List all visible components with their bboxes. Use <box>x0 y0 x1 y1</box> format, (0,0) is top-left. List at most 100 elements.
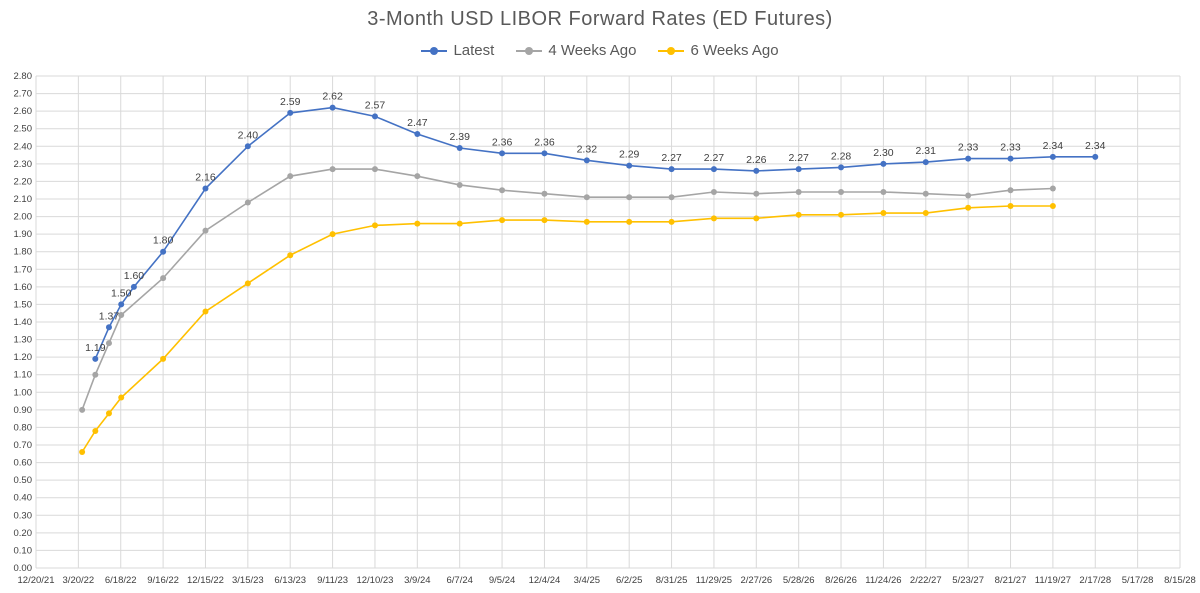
data-point <box>244 280 251 287</box>
data-point <box>1092 153 1099 160</box>
data-label: 2.28 <box>831 150 852 162</box>
data-point <box>541 217 548 224</box>
y-tick-label: 0.10 <box>14 545 33 556</box>
data-point <box>287 109 294 116</box>
x-tick-label: 6/2/25 <box>616 575 642 586</box>
series-line-4-weeks-ago <box>81 168 1053 411</box>
x-tick-label: 8/21/27 <box>995 575 1027 586</box>
series-line-6-weeks-ago <box>81 205 1053 453</box>
data-point <box>922 159 929 166</box>
data-label: 2.57 <box>365 99 386 111</box>
x-tick-label: 9/16/22 <box>147 575 179 586</box>
legend-swatch-4-weeks-ago <box>516 46 543 56</box>
data-label: 2.33 <box>958 142 979 154</box>
y-tick-label: 1.20 <box>14 352 33 363</box>
data-point <box>244 143 251 150</box>
data-point <box>880 210 887 217</box>
y-tick-label: 0.50 <box>14 475 33 486</box>
x-tick-label: 12/15/22 <box>187 575 224 586</box>
data-point <box>965 155 972 162</box>
data-label: 2.34 <box>1085 140 1106 152</box>
data-label: 2.59 <box>280 96 301 108</box>
data-point <box>668 166 675 173</box>
data-label: 2.36 <box>534 136 555 148</box>
y-tick-label: 2.10 <box>14 194 33 205</box>
data-label: 2.16 <box>195 171 216 183</box>
data-point <box>583 218 590 225</box>
data-point <box>1049 185 1056 192</box>
x-tick-label: 12/20/21 <box>18 575 55 586</box>
data-label: 2.33 <box>1000 142 1021 154</box>
data-point <box>160 275 167 282</box>
y-tick-label: 1.70 <box>14 264 33 275</box>
data-label: 2.26 <box>746 154 767 166</box>
data-point <box>371 222 378 229</box>
data-label: 2.27 <box>661 152 682 164</box>
data-point <box>710 166 717 173</box>
x-tick-label: 8/26/26 <box>825 575 857 586</box>
data-point <box>795 188 802 195</box>
data-point <box>1007 155 1014 162</box>
legend-item-4-weeks-ago: 4 Weeks Ago <box>516 42 636 59</box>
data-label: 1.37 <box>99 310 120 322</box>
x-tick-label: 2/27/26 <box>740 575 772 586</box>
data-point <box>456 181 463 188</box>
data-label: 2.40 <box>238 129 259 141</box>
data-label: 2.30 <box>873 147 894 159</box>
data-point <box>105 324 112 331</box>
data-point <box>92 427 99 434</box>
data-label: 2.29 <box>619 149 640 161</box>
data-label: 2.39 <box>449 131 470 143</box>
data-point <box>287 173 294 180</box>
data-point <box>414 220 421 227</box>
data-point <box>79 406 86 413</box>
data-point <box>838 188 845 195</box>
x-tick-label: 8/15/28 <box>1164 575 1196 586</box>
data-label: 2.62 <box>322 91 343 103</box>
data-point <box>668 218 675 225</box>
y-tick-label: 2.50 <box>14 124 33 135</box>
data-point <box>329 104 336 111</box>
data-point <box>130 283 137 290</box>
data-point <box>710 188 717 195</box>
x-tick-label: 8/31/25 <box>656 575 688 586</box>
data-point <box>541 190 548 197</box>
data-point <box>1049 153 1056 160</box>
data-point <box>329 166 336 173</box>
y-tick-label: 1.80 <box>14 247 33 258</box>
data-point <box>795 211 802 218</box>
y-tick-label: 1.40 <box>14 317 33 328</box>
y-tick-label: 1.30 <box>14 335 33 346</box>
data-point <box>456 220 463 227</box>
y-tick-label: 2.40 <box>14 141 33 152</box>
data-point <box>118 311 125 318</box>
y-tick-label: 0.80 <box>14 422 33 433</box>
y-tick-label: 0.20 <box>14 528 33 539</box>
data-point <box>710 215 717 222</box>
chart-title: 3-Month USD LIBOR Forward Rates (ED Futu… <box>367 8 833 30</box>
data-point <box>838 211 845 218</box>
data-point <box>795 166 802 173</box>
y-tick-label: 1.10 <box>14 370 33 381</box>
data-label: 2.32 <box>577 143 598 155</box>
data-point <box>583 157 590 164</box>
x-tick-label: 12/10/23 <box>356 575 393 586</box>
data-label: 1.50 <box>111 287 132 299</box>
y-tick-label: 2.30 <box>14 159 33 170</box>
data-point <box>922 210 929 217</box>
x-tick-label: 6/7/24 <box>446 575 472 586</box>
data-point <box>626 162 633 169</box>
legend-swatch-6-weeks-ago <box>658 46 685 56</box>
x-tick-label: 12/4/24 <box>529 575 561 586</box>
x-tick-label: 2/22/27 <box>910 575 942 586</box>
data-point <box>583 194 590 201</box>
data-point <box>105 340 112 347</box>
data-point <box>499 150 506 157</box>
data-point <box>202 308 209 315</box>
data-point <box>118 394 125 401</box>
data-point <box>838 164 845 171</box>
data-point <box>1007 203 1014 210</box>
data-label: 2.47 <box>407 117 428 129</box>
data-point <box>880 160 887 167</box>
